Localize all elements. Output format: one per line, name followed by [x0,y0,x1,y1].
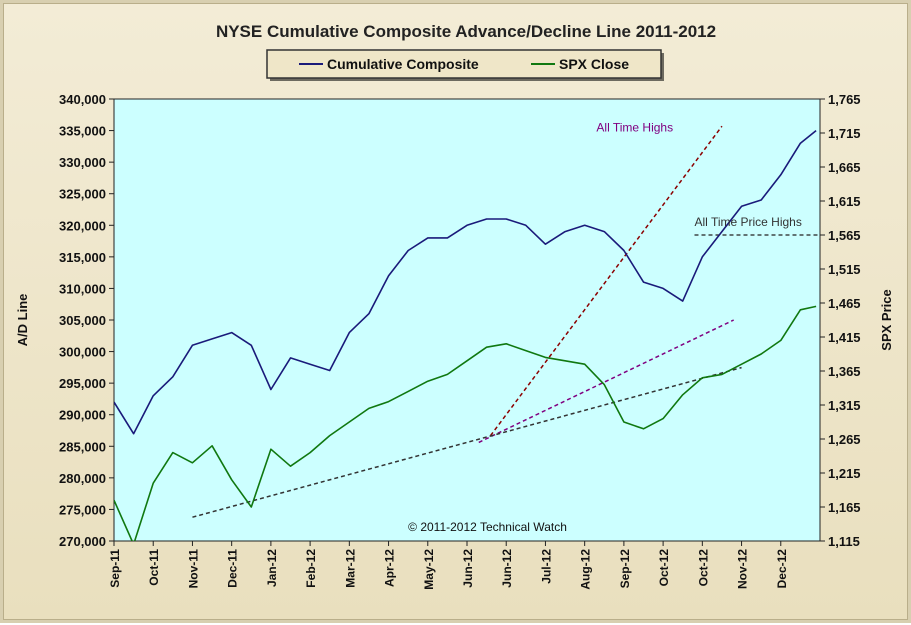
series-line-cumulative-composite [114,129,817,435]
trend-line [192,366,742,518]
y2-tick-label: 1,715 [828,126,861,141]
y-tick-label: 290,000 [59,408,106,423]
y-tick-label: 315,000 [59,250,106,265]
plot-marks: All Time Highs All Time Price Highs © 2011… [114,121,820,541]
y-tick-label: 325,000 [59,187,106,202]
x-tick-label: Mar-12 [343,549,357,588]
y2-tick-label: 1,415 [828,330,861,345]
y2-tick-label: 1,265 [828,432,861,447]
chart-annotation: © 2011-2012 Technical Watch [408,520,567,534]
x-tick-label: Oct-11 [147,549,161,586]
legend-label-spx: SPX Close [559,56,629,72]
y2-tick-label: 1,215 [828,466,861,481]
x-tick-label: Nov-11 [186,549,200,589]
y2-tick-label: 1,515 [828,262,861,277]
x-tick-label: Jun-12 [500,549,514,588]
chart-annotation: All Time Highs [596,121,673,135]
x-tick-label: Oct-12 [696,549,710,587]
y2-tick-label: 1,365 [828,364,861,379]
y2-tick-label: 1,465 [828,296,861,311]
x-tick-label: Dec-12 [775,549,789,589]
y-tick-label: 275,000 [59,502,106,517]
y-tick-label: 330,000 [59,155,106,170]
y-tick-label: 285,000 [59,439,106,454]
y-tick-label: 305,000 [59,313,106,328]
x-tick-label: Dec-11 [226,549,240,588]
x-tick-label: Jan-12 [265,549,279,587]
x-tick-label: Aug-12 [579,549,593,590]
x-tick-label: Nov-12 [736,549,750,589]
axes: 270,000 275,000 280,000 285,000 290,000 295,0… [59,92,861,590]
x-tick-label: Oct-12 [657,549,671,587]
x-tick-label: May-12 [422,549,436,590]
y2-tick-label: 1,165 [828,500,861,515]
x-tick-label: Feb-12 [304,549,318,588]
legend: Cumulative Composite SPX Close [266,49,664,81]
trend-line [489,125,723,437]
series-line-spx-close [114,305,817,541]
y2-tick-label: 1,615 [828,194,861,209]
y2-axis-label: SPX Price [879,289,894,350]
x-tick-label: Jul-12 [539,549,553,584]
y-tick-label: 310,000 [59,281,106,296]
y-tick-label: 300,000 [59,345,106,360]
y2-tick-label: 1,315 [828,398,861,413]
y-tick-label: 295,000 [59,376,106,391]
trend-line [478,319,735,444]
y2-tick-label: 1,765 [828,92,861,107]
y-tick-label: 320,000 [59,218,106,233]
y2-tick-label: 1,115 [828,534,860,549]
y-tick-label: 340,000 [59,92,106,107]
chart-title: NYSE Cumulative Composite Advance/Declin… [216,22,716,41]
y-tick-label: 280,000 [59,471,106,486]
chart-annotation: All Time Price Highs [694,215,801,229]
x-tick-label: Sep-12 [618,549,632,589]
chart-svg: NYSE Cumulative Composite Advance/Declin… [15,22,894,590]
y-tick-label: 335,000 [59,124,106,139]
plot-area [113,98,821,542]
x-tick-label: Apr-12 [383,549,397,587]
x-tick-label: Jun-12 [461,549,475,588]
y2-tick-label: 1,565 [828,228,861,243]
y2-tick-label: 1,665 [828,160,861,175]
x-tick-label: Sep-11 [108,549,122,588]
legend-label-ad: Cumulative Composite [327,56,479,72]
y-axis-label: A/D Line [15,294,30,347]
y-tick-label: 270,000 [59,534,106,549]
